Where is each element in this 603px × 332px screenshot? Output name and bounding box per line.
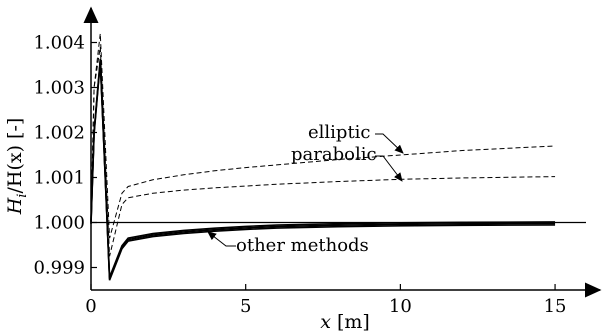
x-tick-label: 5 (240, 296, 251, 317)
x-tick-label: 15 (544, 296, 567, 317)
series-elliptic (90, 33, 556, 239)
y-ticks: 0.999 1.000 1.001 1.002 1.003 1.004 (33, 33, 97, 279)
y-tick-label: 1.004 (33, 33, 85, 54)
annotations: elliptic parabolic other methods (207, 122, 404, 256)
y-tick-label: 1.003 (33, 78, 85, 99)
y-axis-sub: i (15, 194, 30, 198)
series-layer (90, 33, 556, 281)
y-axis-rest: /H(x) [-] (4, 118, 26, 194)
annotation-elliptic-leader (375, 133, 404, 154)
y-tick-label: 1.002 (33, 123, 85, 144)
y-tick-label: 0.999 (33, 258, 85, 279)
x-axis-unit: [m] (331, 311, 370, 332)
series-parabolic (90, 46, 556, 257)
y-axis-title: Hi/H(x) [-] (4, 118, 30, 216)
x-axis-title: x [m] (320, 311, 370, 332)
annotation-other-methods: other methods (236, 235, 369, 256)
annotation-elliptic: elliptic (308, 122, 371, 143)
annotation-other-methods-leader (207, 231, 236, 247)
x-ticks: 0 5 10 15 (85, 284, 567, 317)
x-tick-label: 10 (389, 296, 412, 317)
annotation-parabolic: parabolic (291, 144, 377, 165)
x-tick-label: 0 (85, 296, 96, 317)
y-tick-label: 1.000 (33, 213, 85, 234)
annotation-parabolic-leader (375, 155, 403, 182)
series-other-methods (90, 61, 556, 281)
y-tick-label: 1.001 (33, 168, 85, 189)
x-axis-var: x (320, 311, 331, 332)
y-axis-var: H (4, 197, 26, 215)
